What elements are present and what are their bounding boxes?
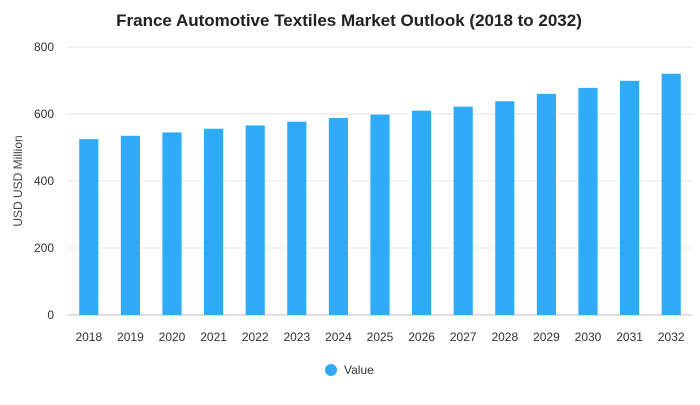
x-tick-label: 2023	[283, 330, 310, 344]
x-axis-ticks: 2018 2019 2020 2021 2022 2023 2024 2025 2026 2027…	[75, 330, 684, 344]
legend-swatch-value[interactable]	[325, 364, 337, 376]
x-tick-label: 2020	[159, 330, 186, 344]
bar-2018[interactable]	[79, 139, 99, 315]
legend-label-value[interactable]: Value	[344, 363, 374, 377]
bar-2022[interactable]	[245, 125, 265, 315]
x-tick-label: 2021	[200, 330, 227, 344]
legend[interactable]: Value	[325, 363, 374, 377]
x-tick-label: 2025	[367, 330, 394, 344]
y-axis-title: USD USD Million	[11, 135, 25, 226]
x-tick-label: 2031	[616, 330, 643, 344]
bar-2031[interactable]	[620, 80, 640, 316]
bar-2026[interactable]	[412, 110, 432, 316]
x-tick-label: 2026	[408, 330, 435, 344]
y-axis-ticks: 0 200 400 600 800	[34, 40, 54, 322]
bar-2024[interactable]	[328, 118, 348, 316]
bar-2030[interactable]	[578, 87, 598, 316]
bar-2032[interactable]	[661, 73, 681, 315]
x-tick-label: 2032	[658, 330, 685, 344]
x-tick-label: 2029	[533, 330, 560, 344]
x-tick-label: 2030	[575, 330, 602, 344]
y-tick-label: 600	[34, 107, 54, 121]
x-tick-label: 2018	[75, 330, 102, 344]
y-tick-label: 200	[34, 241, 54, 255]
x-tick-label: 2022	[242, 330, 269, 344]
bars	[79, 73, 681, 316]
x-tick-label: 2024	[325, 330, 352, 344]
x-tick-label: 2019	[117, 330, 144, 344]
x-tick-label: 2028	[491, 330, 518, 344]
bar-2021[interactable]	[204, 128, 224, 315]
bar-2025[interactable]	[370, 114, 390, 315]
bar-2027[interactable]	[453, 106, 473, 315]
x-tick-label: 2027	[450, 330, 477, 344]
bar-2023[interactable]	[287, 121, 307, 315]
bar-2019[interactable]	[120, 135, 140, 315]
y-tick-label: 0	[47, 308, 54, 322]
y-tick-label: 800	[34, 40, 54, 54]
bar-2020[interactable]	[162, 132, 182, 315]
bar-2029[interactable]	[536, 93, 556, 316]
y-tick-label: 400	[34, 174, 54, 188]
bar-2028[interactable]	[495, 101, 515, 316]
chart-title: France Automotive Textiles Market Outloo…	[116, 11, 582, 30]
